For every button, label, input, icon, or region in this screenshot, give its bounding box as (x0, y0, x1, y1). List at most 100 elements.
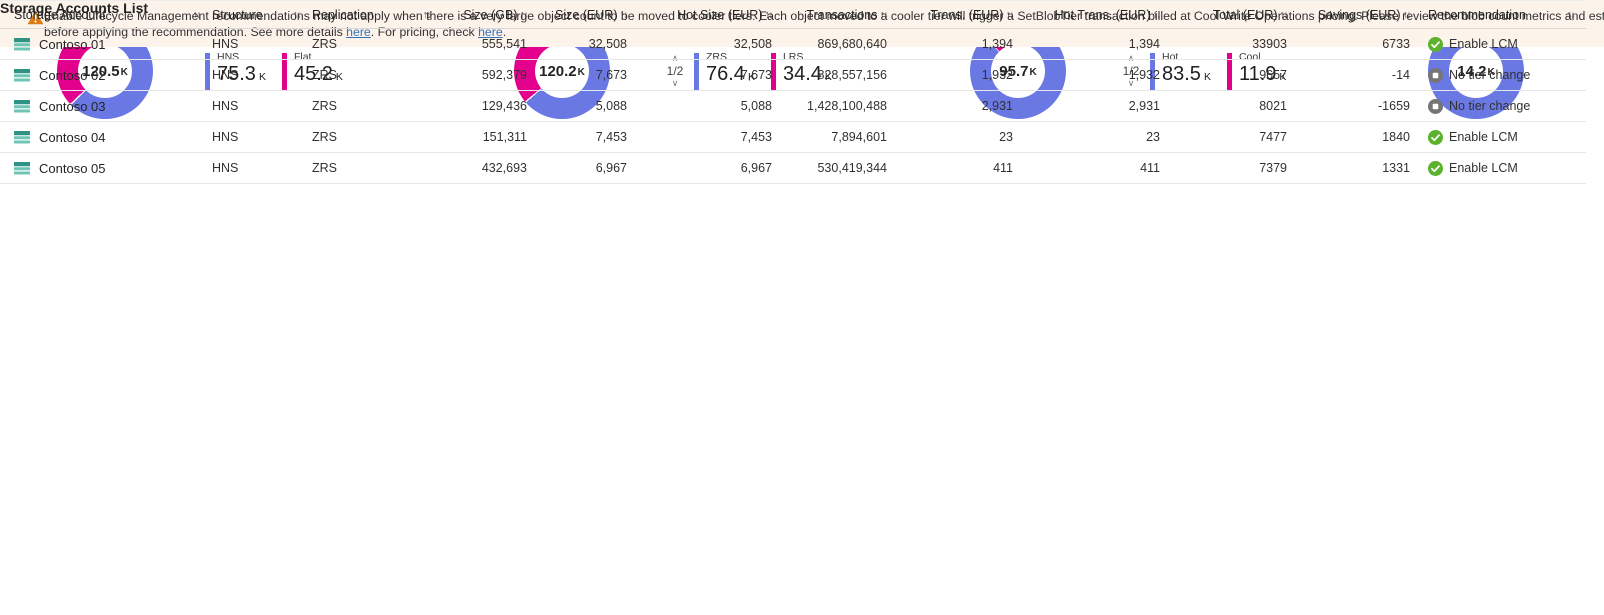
storage-account-name: Contoso 03 (39, 98, 106, 114)
cell-total_eur: 8021 (1259, 99, 1287, 113)
table-header-row: Storage Account ↑↓ Structure ↑↓ Replication ↑… (0, 0, 1586, 29)
column-header-storage-account[interactable]: Storage Account ↑↓ (14, 8, 212, 22)
legend-label: HNS (217, 51, 240, 63)
table-row[interactable]: Contoso 04 HNS ZRS 151,311 7,453 7,453 7,894,6… (0, 122, 1586, 153)
chevron-up-icon[interactable]: ∧ (1127, 53, 1135, 63)
chart-legend: Hot 83.5 K Cool 11.9 K (1150, 51, 1286, 91)
donut-center: 120.2 K (535, 44, 589, 98)
chevron-down-icon[interactable]: ∨ (1127, 78, 1135, 88)
column-header-label: Recommendation (1428, 7, 1526, 22)
sort-icon[interactable]: ↑↓ (1279, 8, 1289, 21)
sort-icon[interactable]: ↑↓ (519, 8, 529, 21)
sort-icon[interactable]: ↑↓ (764, 8, 774, 21)
column-header-size-gb[interactable]: Size (GB) ↑↓ (442, 7, 529, 22)
storage-account-cell: Contoso 02 (14, 68, 212, 83)
cell-hot_trans_eur: 2,931 (1128, 99, 1160, 113)
cell-replication: ZRS (312, 161, 337, 175)
cell-transactions: 869,680,640 (817, 37, 887, 51)
legend-marker (1150, 53, 1155, 91)
cell-size_eur: 32,508 (588, 37, 627, 51)
recommendation-text: Enable LCM (1449, 161, 1518, 175)
cell-transactions: 828,557,156 (817, 68, 887, 82)
legend-value: 11.9 K (1239, 63, 1286, 86)
legend-value-unit: K (1203, 71, 1211, 83)
column-header-label: Total (EUR) (1212, 7, 1278, 22)
column-header-label: Hot Size (EUR) (677, 7, 763, 22)
donut-total-unit: K (120, 67, 128, 78)
chevron-up-icon[interactable]: ∧ (671, 53, 679, 63)
cell-trans_eur: 1,394 (981, 37, 1013, 51)
table-row[interactable]: Contoso 02 HNS ZRS 592,379 7,673 7,673 828,557… (0, 60, 1586, 91)
cell-trans_eur: 2,931 (981, 99, 1013, 113)
storage-account-cell: Contoso 05 (14, 161, 212, 176)
stop-circle-icon (1428, 67, 1443, 83)
column-header-recommendation[interactable]: Recommendation ↑↓ (1410, 8, 1586, 22)
table-row[interactable]: Contoso 01 HNS ZRS 555,541 32,508 32,508 869,6… (0, 29, 1586, 60)
column-header-structure[interactable]: Structure ↑↓ (212, 8, 312, 22)
column-header-replication[interactable]: Replication ↑↓ (312, 8, 442, 22)
storage-account-cell: Contoso 01 (14, 37, 212, 52)
table-row[interactable]: Contoso 05 HNS ZRS 432,693 6,967 6,967 530,419… (0, 153, 1586, 184)
column-header-label: Structure (212, 7, 263, 22)
cell-structure: HNS (212, 37, 239, 51)
column-header-size-eur[interactable]: Size (EUR) ↑↓ (527, 8, 629, 22)
cell-total_eur: 33903 (1252, 37, 1287, 51)
cell-hot_size_eur: 6,967 (740, 161, 772, 175)
sort-icon[interactable]: ↑↓ (422, 8, 432, 21)
storage-account-icon (14, 68, 30, 82)
sort-icon[interactable]: ↑↓ (292, 8, 302, 21)
legend-text: Hot 83.5 K (1162, 51, 1211, 86)
sort-icon[interactable]: ↑↓ (1566, 8, 1576, 21)
legend-value-number: 11.9 (1238, 63, 1277, 85)
column-header-label: Hot Trans. (EUR) (1054, 7, 1151, 22)
sort-icon[interactable]: ↑↓ (1402, 8, 1412, 21)
donut-total-value: 14.2 (1457, 62, 1487, 80)
cell-hot_size_eur: 7,673 (740, 68, 772, 82)
legend-value-number: 34.4 (782, 63, 822, 85)
legend-marker (281, 53, 287, 91)
storage-account-name: Contoso 04 (39, 129, 106, 145)
cell-savings_eur: 1840 (1382, 130, 1410, 144)
donut-total-unit: K (1487, 67, 1495, 78)
legend-value-unit: K (824, 71, 832, 83)
cell-trans_eur: 1,932 (981, 68, 1013, 82)
sort-icon[interactable]: ↑↓ (879, 8, 889, 21)
recommendation-badge: Enable LCM (1410, 160, 1586, 176)
cell-size_gb: 432,693 (481, 161, 527, 175)
legend-value-unit: K (258, 71, 266, 83)
legend-marker (205, 53, 210, 91)
warning-line1: Enable Lifecycle Management recommendati… (44, 9, 1604, 23)
sort-icon[interactable]: ↑↓ (619, 8, 629, 21)
column-header-total-eur[interactable]: Total (EUR) ↑↓ (1160, 7, 1289, 22)
sort-icon[interactable]: ↑↓ (192, 8, 202, 21)
cell-hot_trans_eur: 411 (1140, 161, 1160, 175)
cell-size_eur: 5,088 (595, 99, 627, 113)
sort-icon[interactable]: ↑↓ (1152, 8, 1162, 21)
legend-item-flat: Flat 45.2 K (281, 51, 343, 91)
storage-account-name: Contoso 02 (39, 67, 106, 83)
legend-pager: ∧ 1/2 ∨ (662, 54, 688, 88)
sort-icon[interactable]: ↑↓ (1005, 8, 1015, 21)
check-circle-icon (1428, 129, 1443, 145)
warning-banner: Enable Lifecycle Management recommendati… (0, 0, 1604, 47)
donut-center: 120.5 K (78, 44, 132, 98)
recommendation-text: Enable LCM (1449, 130, 1518, 144)
legend-marker (770, 53, 776, 91)
column-header-trans-eur[interactable]: Trans. (EUR) ↑↓ (887, 7, 1015, 22)
cell-structure: HNS (212, 130, 239, 144)
column-header-label: Size (GB) (463, 7, 518, 22)
donut-total-value: 120.2 (539, 62, 577, 80)
pager-count: 1/2 (666, 64, 684, 78)
column-header-hot-size-eur[interactable]: Hot Size (EUR) ↑↓ (627, 7, 774, 22)
cell-savings_eur: -14 (1391, 68, 1410, 82)
cell-transactions: 530,419,344 (817, 161, 887, 175)
cell-size_eur: 7,673 (595, 68, 627, 82)
table-row[interactable]: Contoso 03 HNS ZRS 129,436 5,088 5,088 1,428,1… (0, 91, 1586, 122)
column-header-hot-trans-eur[interactable]: Hot Trans. (EUR) ↑↓ (1013, 7, 1162, 22)
legend-value-number: 45.2 (293, 63, 333, 85)
column-header-savings-eur[interactable]: Savings (EUR) ↑↓ (1287, 8, 1412, 22)
column-header-transactions[interactable]: Transactions ↑↓ (772, 8, 889, 22)
storage-account-icon (14, 161, 30, 175)
column-header-label: Trans. (EUR) (930, 7, 1004, 22)
chevron-down-icon[interactable]: ∨ (671, 78, 679, 88)
